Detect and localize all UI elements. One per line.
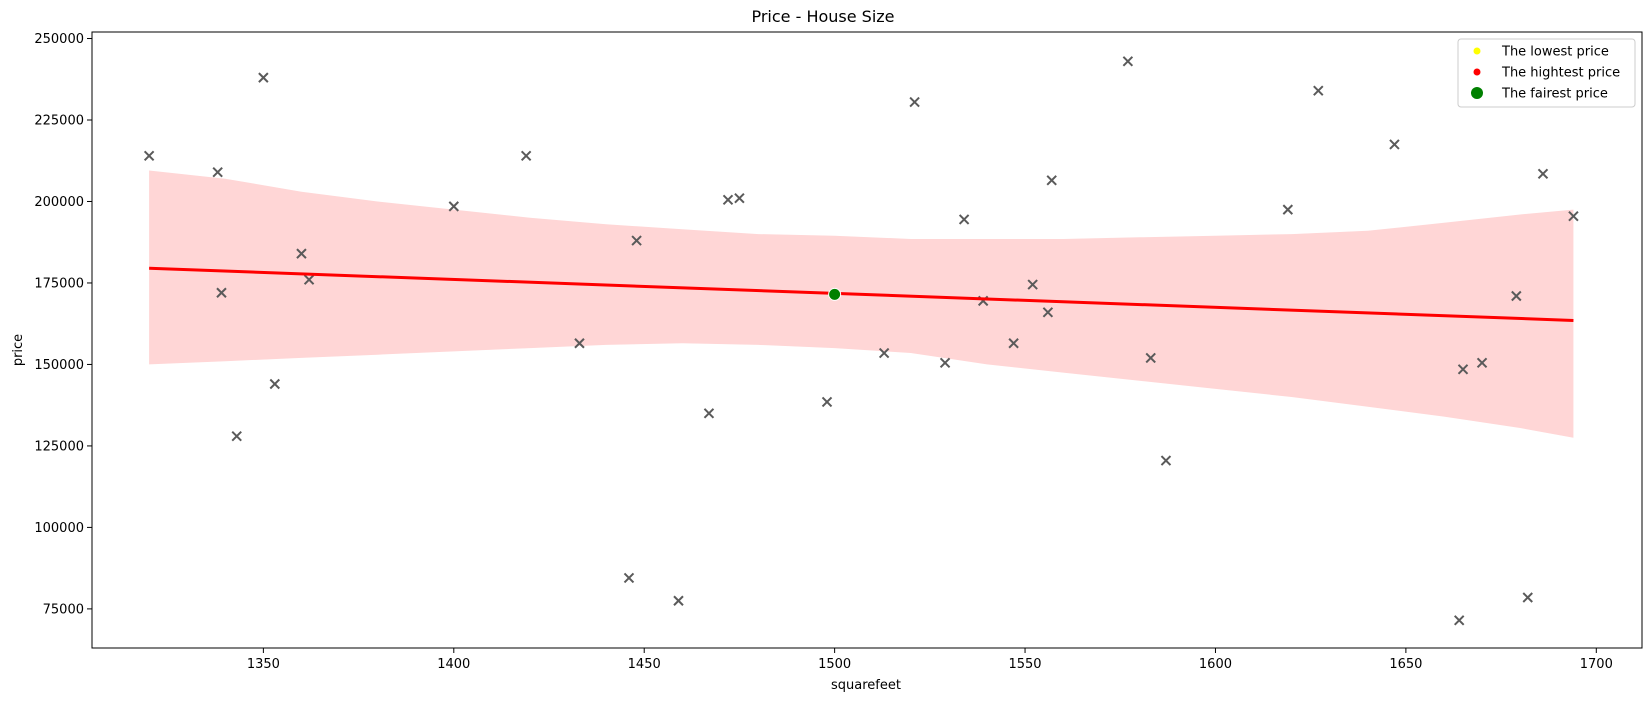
x-tick-label: 1550 xyxy=(1008,657,1041,672)
x-tick-label: 1600 xyxy=(1199,657,1232,672)
data-point xyxy=(1457,364,1469,375)
data-point xyxy=(1568,210,1579,222)
data-point xyxy=(673,595,684,606)
data-point xyxy=(958,214,970,225)
y-tick-label: 125000 xyxy=(34,439,84,454)
data-point xyxy=(1453,615,1465,626)
data-point xyxy=(212,166,223,178)
data-point xyxy=(1122,56,1134,67)
legend-box xyxy=(1457,38,1636,108)
data-point xyxy=(520,150,532,162)
data-point xyxy=(1537,168,1549,179)
data-point xyxy=(303,274,315,285)
data-point xyxy=(269,378,281,390)
data-point xyxy=(231,430,242,442)
x-tick-label: 1700 xyxy=(1580,657,1613,672)
x-tick-label: 1500 xyxy=(818,657,851,672)
confidence-band-layer xyxy=(149,170,1574,438)
plot-frame xyxy=(91,31,1643,649)
y-tick-label: 250000 xyxy=(34,32,84,47)
legend-label: The hightest price xyxy=(1501,66,1620,81)
data-point xyxy=(631,235,642,246)
data-point xyxy=(1282,204,1294,215)
y-tick-label: 150000 xyxy=(34,358,84,373)
fairest-price-point xyxy=(828,287,842,301)
y-tick-label: 225000 xyxy=(34,114,84,129)
data-point xyxy=(1145,352,1156,364)
chart-title: Price - House Size xyxy=(751,7,894,26)
x-tick-label: 1400 xyxy=(437,657,470,672)
data-point xyxy=(258,72,269,83)
legend-marker xyxy=(1473,68,1481,76)
data-point xyxy=(1511,290,1522,302)
data-point xyxy=(734,193,745,204)
data-point xyxy=(821,396,833,408)
data-point xyxy=(1522,592,1533,603)
data-point xyxy=(574,338,585,349)
legend-label: The lowest price xyxy=(1501,45,1609,60)
data-point xyxy=(878,347,890,359)
regression-line xyxy=(149,266,1574,322)
y-tick-label: 100000 xyxy=(34,521,84,536)
data-point xyxy=(448,201,460,212)
x-tick-label: 1650 xyxy=(1389,657,1422,672)
data-point xyxy=(623,572,635,584)
y-axis-label: price xyxy=(11,334,26,366)
data-point xyxy=(939,357,951,369)
data-point xyxy=(296,248,307,259)
y-tick-label: 200000 xyxy=(34,195,84,210)
regression-layer xyxy=(149,266,1574,322)
data-point xyxy=(722,194,734,206)
x-tick-label: 1450 xyxy=(628,657,661,672)
legend-label: The fairest price xyxy=(1501,87,1608,102)
x-axis-label: squarefeet xyxy=(831,678,901,693)
confidence-band xyxy=(149,170,1574,438)
legend-items: The lowest price The hightest price The fa… xyxy=(1471,45,1620,102)
data-point xyxy=(216,287,227,298)
data-point xyxy=(1313,85,1324,96)
data-point xyxy=(1160,455,1172,466)
legend-marker xyxy=(1471,87,1483,99)
x-tick-label: 1350 xyxy=(247,657,280,672)
data-point xyxy=(1046,175,1057,186)
data-point xyxy=(1389,139,1400,150)
data-point xyxy=(143,150,155,162)
x-axis-ticks: 1350 1400 1450 1500 1550 1600 1650 1700 xyxy=(247,648,1613,672)
data-point xyxy=(1476,357,1488,369)
y-tick-label: 175000 xyxy=(34,276,84,291)
y-tick-label: 75000 xyxy=(43,602,84,617)
data-point xyxy=(1008,338,1019,349)
legend: The lowest price The hightest price The fa… xyxy=(1457,38,1636,108)
data-point xyxy=(1042,307,1054,318)
data-point xyxy=(909,96,920,108)
y-axis-ticks: 75000 100000 125000 150000 175000 200000 22500… xyxy=(34,32,92,617)
data-point xyxy=(703,408,715,419)
legend-marker xyxy=(1473,47,1481,55)
data-point xyxy=(1027,279,1038,290)
